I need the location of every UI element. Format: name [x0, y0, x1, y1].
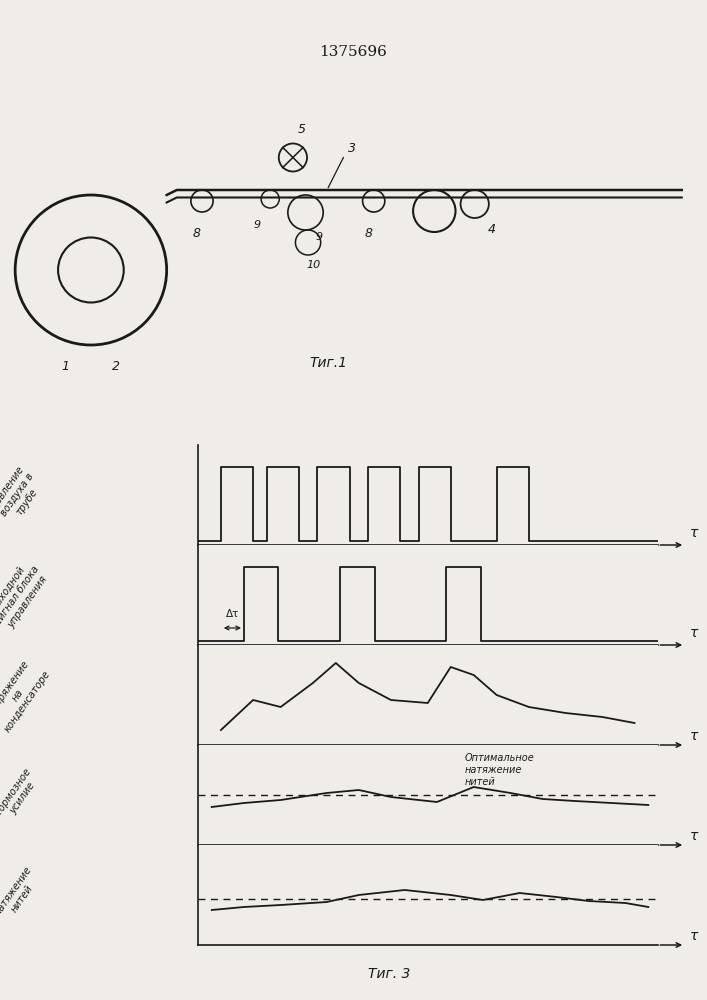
Text: τ: τ: [690, 829, 698, 843]
Text: Τиг. 3: Τиг. 3: [368, 967, 410, 981]
Text: τ: τ: [690, 929, 698, 943]
Text: Τиг.1: Τиг.1: [309, 356, 347, 370]
Text: τ: τ: [690, 729, 698, 743]
Text: Выходной
сигнал блока
управления: Выходной сигнал блока управления: [0, 557, 51, 633]
Text: 2: 2: [112, 360, 120, 373]
Text: Тормозное
усилие: Тормозное усилие: [0, 766, 42, 824]
Text: 8: 8: [365, 227, 373, 240]
Text: τ: τ: [690, 526, 698, 540]
Text: 5: 5: [298, 123, 306, 136]
Text: 1: 1: [62, 360, 70, 373]
Text: τ: τ: [690, 626, 698, 640]
Text: 9: 9: [315, 232, 323, 242]
Text: Оптимальное
натяжение
нитей: Оптимальное натяжение нитей: [464, 753, 534, 787]
Text: 10: 10: [306, 260, 320, 270]
Text: 8: 8: [193, 227, 201, 240]
Text: 3: 3: [349, 142, 356, 155]
Text: Δτ: Δτ: [226, 609, 239, 619]
Text: 1375696: 1375696: [320, 45, 387, 59]
Text: 4: 4: [487, 223, 496, 236]
Text: Натяжение
нитей: Натяжение нитей: [0, 865, 43, 925]
Text: Давление
воздуха в
трубе: Давление воздуха в трубе: [0, 465, 46, 525]
Text: 9: 9: [254, 221, 261, 231]
Text: Напряжение
на
конденсаторе: Напряжение на конденсаторе: [0, 656, 52, 734]
